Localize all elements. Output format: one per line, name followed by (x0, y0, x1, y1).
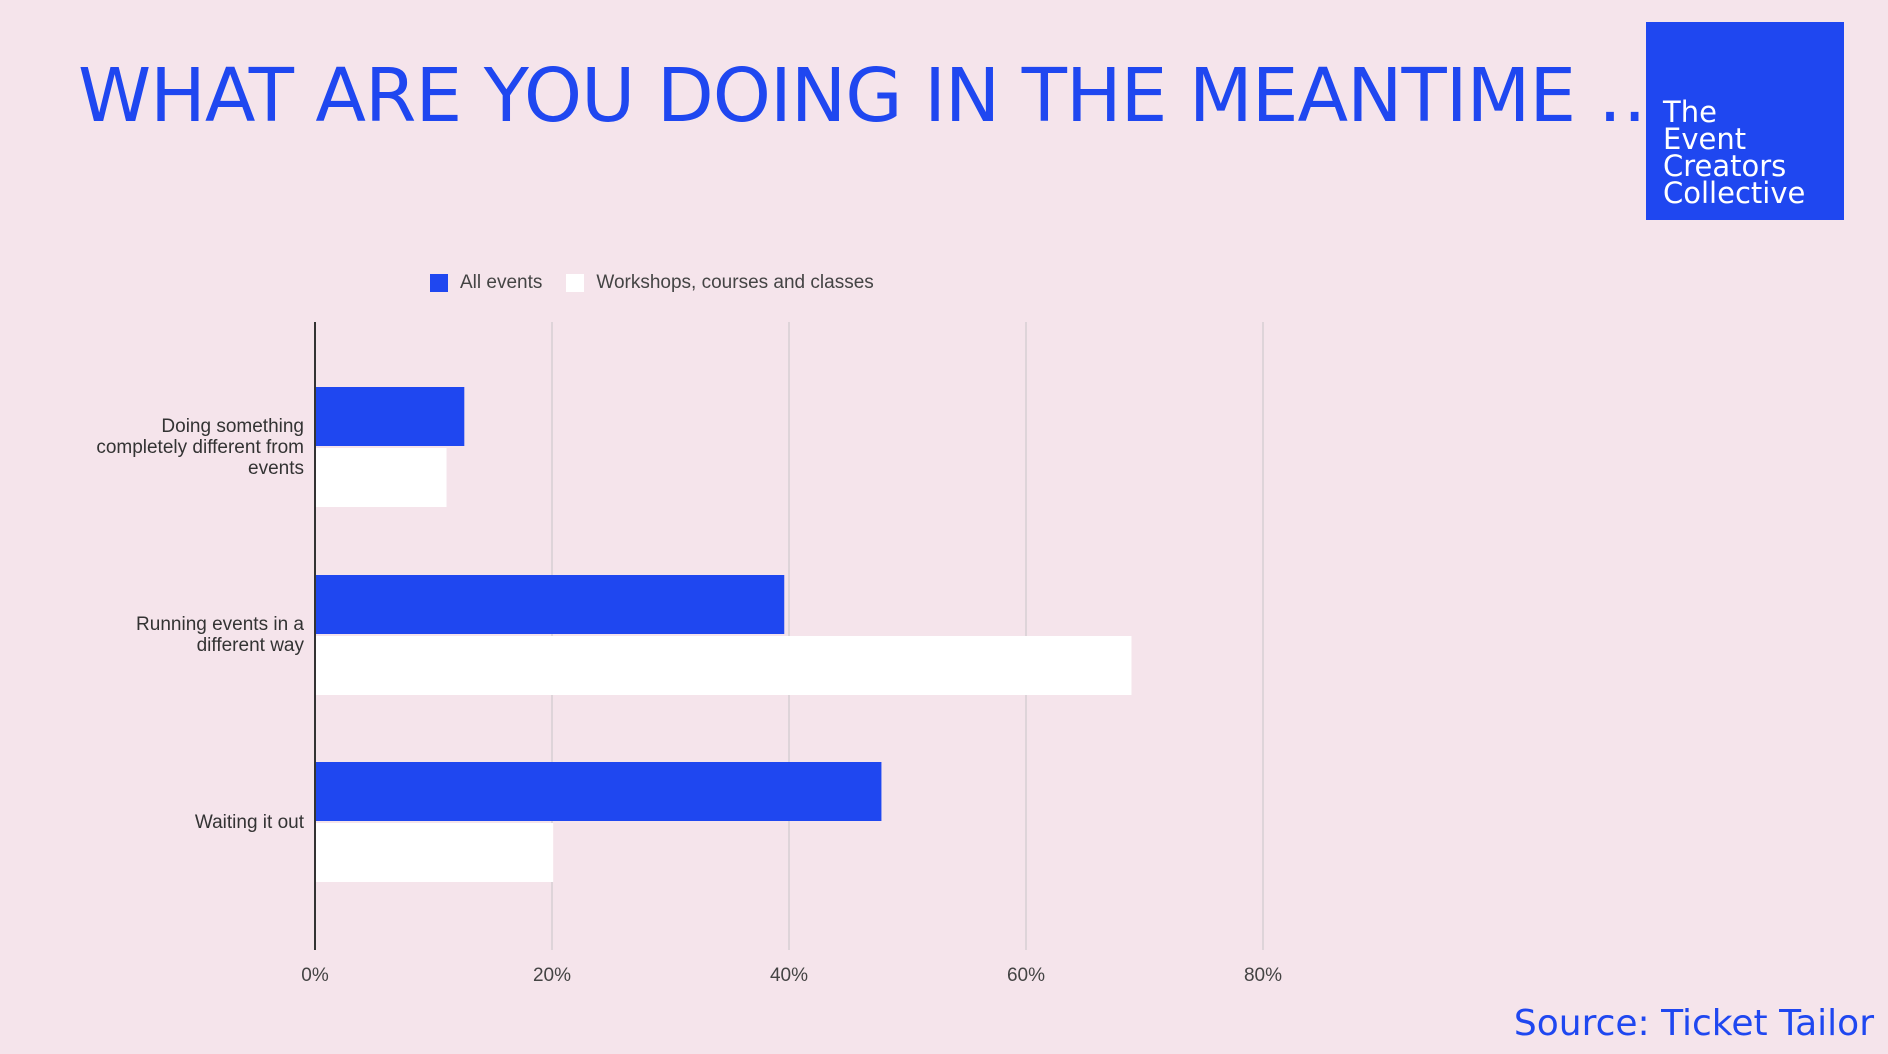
bar-all-events-3 (315, 762, 882, 821)
category-label-1: Doing something completely different fro… (44, 416, 304, 479)
x-tick-label-0: 0% (301, 965, 329, 986)
logo-line-4: Collective (1663, 176, 1806, 210)
x-tick-label-4: 80% (1244, 965, 1282, 986)
category-label-1-line-1: Doing something (161, 416, 304, 437)
legend-swatch-workshops (566, 274, 585, 292)
category-label-3: Waiting it out (44, 812, 304, 833)
category-label-1-line-2: completely different from (96, 437, 304, 458)
legend-item-workshops: Workshops, courses and classes (566, 272, 874, 294)
bar-all-events-2 (315, 575, 785, 634)
bar-workshops-1 (315, 448, 447, 507)
category-label-2: Running events in a different way (44, 614, 304, 656)
x-tick-label-2: 40% (770, 965, 808, 986)
category-label-2-line-2: different way (196, 635, 304, 656)
category-label-1-line-3: events (248, 458, 304, 479)
bar-workshops-2 (315, 636, 1132, 695)
logo-line-3: Creators (1663, 149, 1787, 183)
source-credit: Source: Ticket Tailor (1513, 1003, 1874, 1044)
chart-legend: All events Workshops, courses and classe… (430, 272, 898, 294)
brand-logo: The Event Creators Collective (1646, 22, 1844, 220)
legend-item-all-events: All events (430, 272, 542, 294)
logo-line-1: The (1663, 95, 1717, 129)
legend-label-workshops: Workshops, courses and classes (596, 272, 874, 293)
x-tick-label-3: 60% (1007, 965, 1045, 986)
category-label-2-line-1: Running events in a (136, 614, 304, 635)
legend-label-all-events: All events (460, 272, 543, 293)
bar-all-events-1 (315, 387, 465, 446)
page-title: WHAT ARE YOU DOING IN THE MEANTIME … (78, 53, 1672, 139)
bar-workshops-3 (315, 823, 554, 882)
x-tick-label-1: 20% (533, 965, 571, 986)
logo-line-2: Event (1663, 122, 1747, 156)
legend-swatch-all-events (430, 274, 448, 292)
category-label-3-line-1: Waiting it out (194, 812, 304, 833)
